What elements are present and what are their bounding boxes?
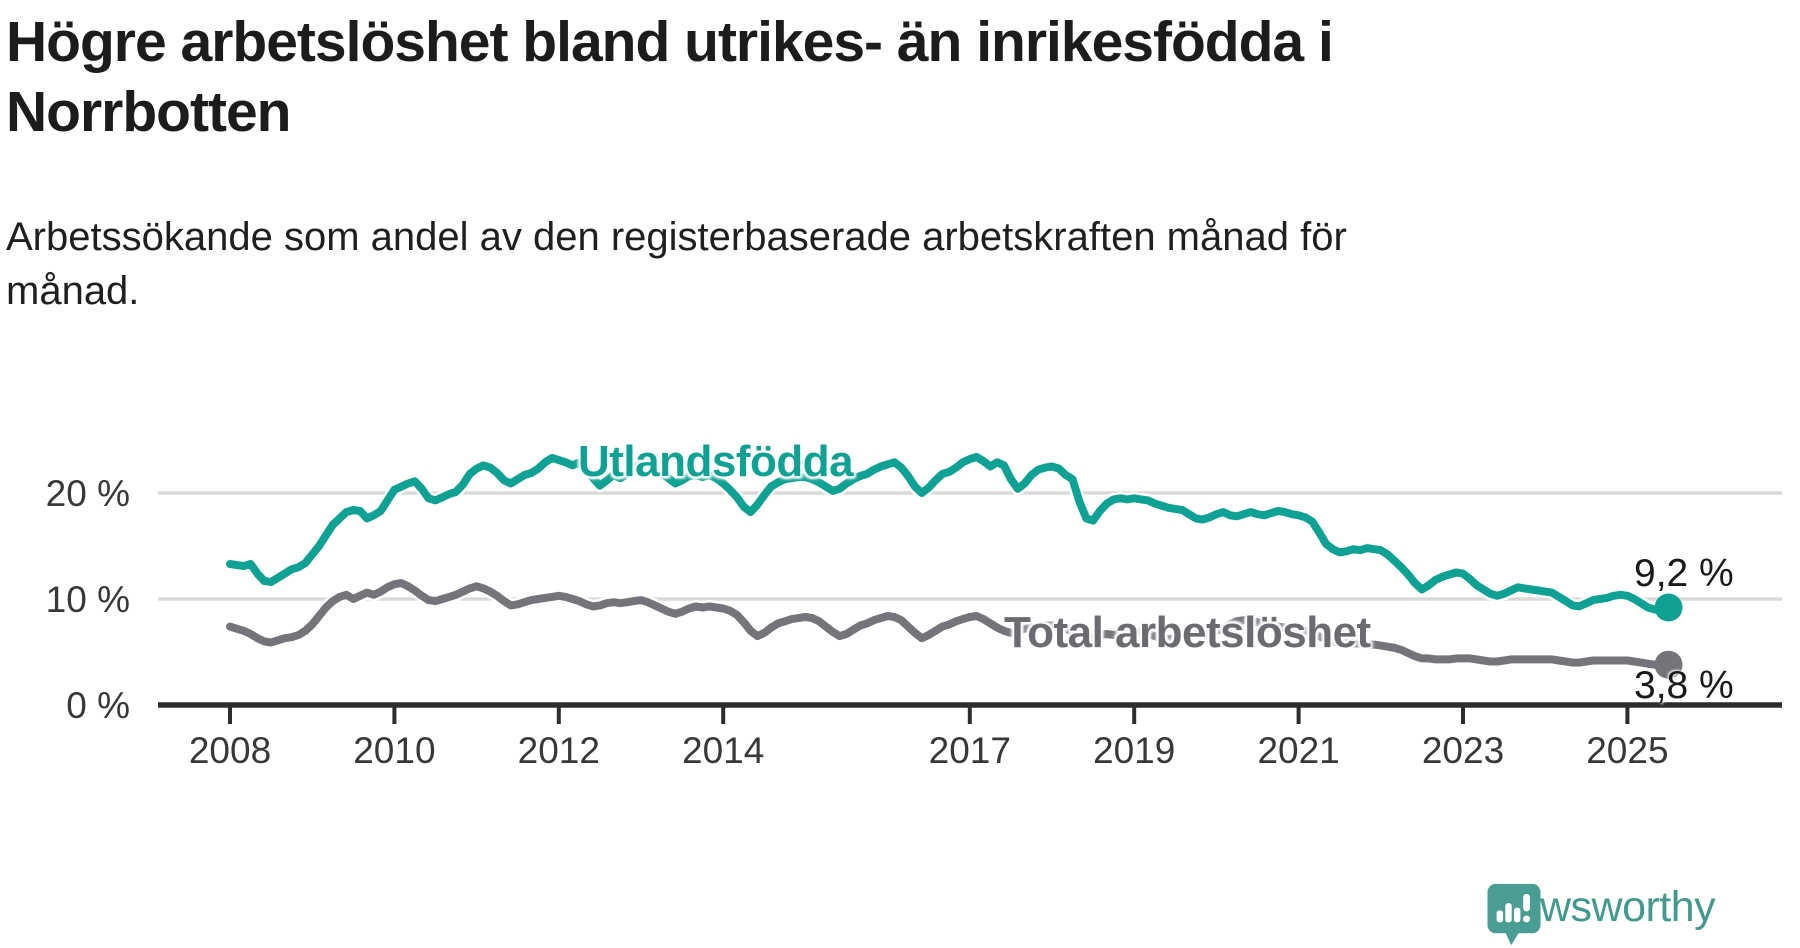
y-axis-label: 10 % xyxy=(46,579,130,620)
x-axis-label: 2017 xyxy=(929,730,1011,771)
chart-subtitle: Arbetssökande som andel av den registerb… xyxy=(6,215,1358,313)
series-end-dot-utlandsfodda xyxy=(1654,593,1683,622)
x-axis-label: 2019 xyxy=(1093,730,1175,771)
series-line-casing-utlandsfodda xyxy=(223,450,1675,617)
series-label-utlandsfodda: Utlandsfödda xyxy=(578,437,854,486)
end-value-label-total: 3,8 % xyxy=(1634,664,1734,707)
x-axis-label: 2012 xyxy=(518,730,600,771)
end-value-label-utlandsfodda: 9,2 % xyxy=(1634,552,1734,595)
series-end-dot-total xyxy=(1654,650,1683,679)
series-label-total-arbetsloshet: Total arbetslöshet xyxy=(1004,608,1371,657)
chart-title: Högre arbetslöshet bland utrikes- än inr… xyxy=(6,10,1348,144)
x-axis-label: 2014 xyxy=(682,730,764,771)
y-axis-label: 0 % xyxy=(66,685,130,726)
x-axis-label: 2021 xyxy=(1257,730,1339,771)
newsworthy-speech-bubble-chart-icon xyxy=(1487,883,1541,946)
x-axis-label: 2008 xyxy=(189,730,271,771)
series-line-utlandsfodda xyxy=(226,453,1673,614)
newsworthy-logo: Newsworthy xyxy=(1486,883,1716,946)
x-axis-label: 2025 xyxy=(1586,730,1668,771)
y-axis-label: 20 % xyxy=(46,473,130,514)
x-axis-label: 2010 xyxy=(353,730,435,771)
series-line-total xyxy=(226,579,1673,669)
x-axis-label: 2023 xyxy=(1422,730,1504,771)
